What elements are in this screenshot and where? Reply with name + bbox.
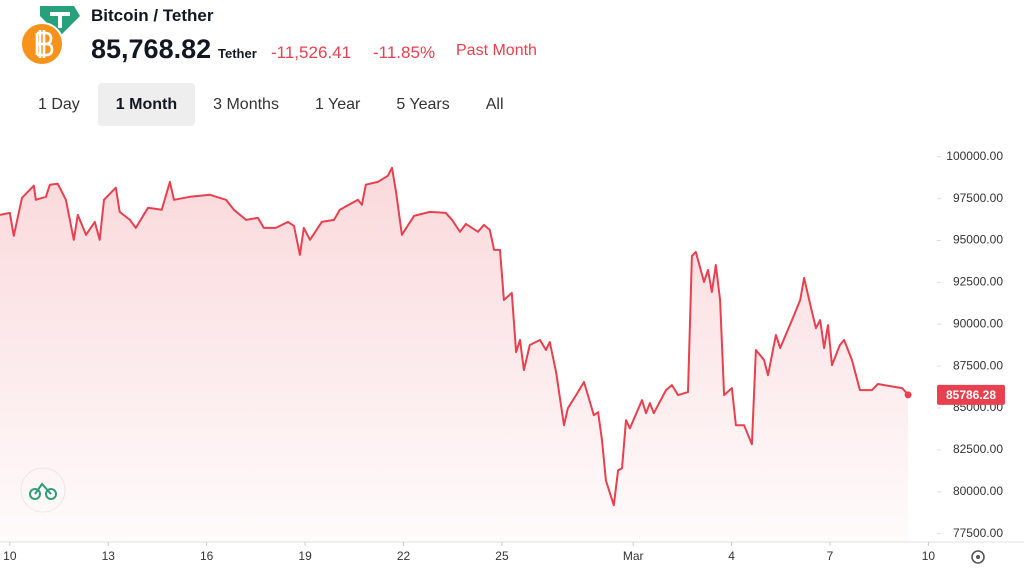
range-tab[interactable]: All bbox=[485, 96, 504, 113]
y-tick-label: 92500.00 bbox=[953, 275, 1003, 289]
y-tick-label: 77500.00 bbox=[953, 526, 1003, 540]
y-tick-label: 82500.00 bbox=[953, 442, 1003, 456]
range-tab[interactable]: 5 Years bbox=[396, 96, 450, 113]
pair-icons bbox=[20, 6, 80, 66]
range-tab[interactable]: 1 Month bbox=[97, 83, 196, 126]
x-tick-label: Mar bbox=[623, 549, 644, 563]
logo-glyph bbox=[29, 482, 58, 500]
x-tick-label: 16 bbox=[200, 549, 214, 563]
last-price-label: 85786.28 bbox=[946, 388, 996, 402]
x-tick-label: 13 bbox=[102, 549, 116, 563]
area-fill bbox=[0, 167, 909, 543]
settings-icon-center bbox=[976, 555, 980, 559]
last-point bbox=[904, 391, 912, 399]
price-change: -11,526.41 bbox=[271, 43, 352, 62]
last-price-tag bbox=[937, 384, 1005, 405]
quote-unit: Tether bbox=[218, 46, 257, 61]
period-label: Past Month bbox=[456, 42, 537, 59]
range-tab[interactable]: 1 Year bbox=[314, 96, 361, 113]
x-tick-label: 10 bbox=[3, 549, 17, 563]
last-price: 85,768.82 bbox=[91, 34, 212, 64]
pair-title: Bitcoin / Tether bbox=[91, 6, 214, 25]
x-tick-label: 25 bbox=[495, 549, 509, 563]
y-tick-label: 97500.00 bbox=[953, 191, 1003, 205]
y-tick-label: 95000.00 bbox=[953, 233, 1003, 247]
range-tab[interactable]: 1 Day bbox=[38, 96, 80, 113]
y-tick-label: 100000.00 bbox=[946, 149, 1003, 163]
percent-change: -11.85% bbox=[373, 43, 436, 62]
y-tick-label: 90000.00 bbox=[953, 316, 1003, 330]
y-tick-label: 80000.00 bbox=[953, 484, 1003, 498]
x-tick-label: 10 bbox=[922, 549, 936, 563]
bitcoin-glyph bbox=[35, 30, 54, 58]
x-tick-label: 7 bbox=[827, 549, 834, 563]
range-tabs: 1 Day 1 Month 3 Months 1 Year 5 Years All bbox=[20, 83, 522, 126]
y-tick-label: 85000.00 bbox=[953, 400, 1003, 414]
y-tick-label: 87500.00 bbox=[953, 358, 1003, 372]
x-tick-label: 4 bbox=[728, 549, 735, 563]
price-line bbox=[0, 166, 909, 507]
x-tick-label: 19 bbox=[298, 549, 312, 563]
x-tick-label: 22 bbox=[397, 549, 411, 563]
settings-icon bbox=[971, 550, 985, 564]
range-tab[interactable]: 3 Months bbox=[213, 96, 279, 113]
logo-badge bbox=[20, 467, 66, 513]
tether-glyph bbox=[50, 12, 70, 28]
